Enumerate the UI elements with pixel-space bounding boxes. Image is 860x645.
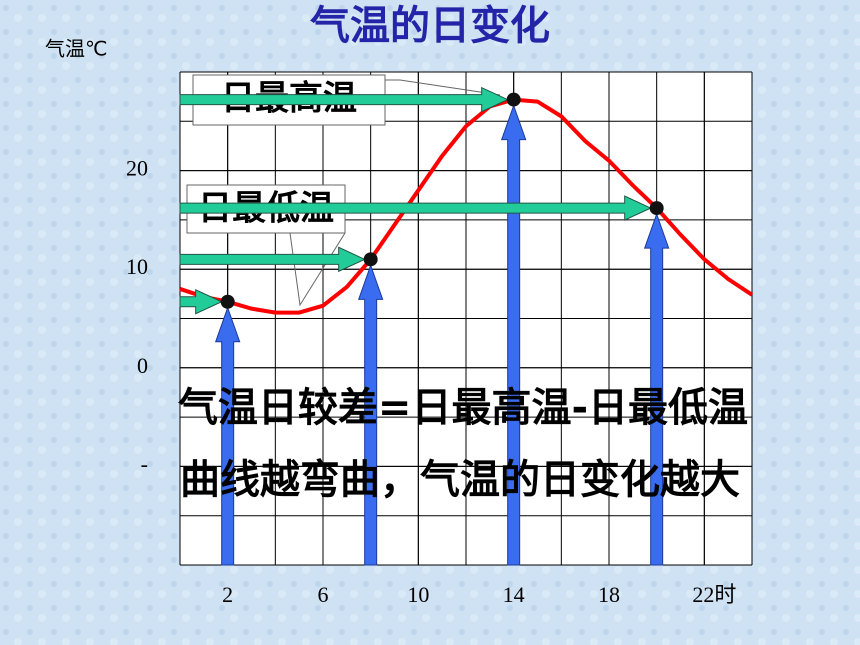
point: [363, 252, 378, 267]
chart-title: 气温的日变化: [310, 3, 550, 49]
arrow-horizontal: [179, 288, 223, 315]
y-tick-label: 20: [126, 156, 148, 181]
arrow-vertical: [500, 104, 527, 566]
x-tick-label: 22时: [692, 582, 736, 607]
point: [506, 92, 521, 107]
x-tick-label: 6: [318, 582, 329, 607]
arrow-horizontal: [179, 195, 652, 221]
arrow-vertical: [214, 306, 241, 566]
arrow-vertical: [643, 212, 670, 566]
callout-line: [385, 79, 501, 96]
point: [220, 294, 235, 309]
x-tick-label: 18: [598, 582, 620, 607]
annotation: 气温日较差=日最高温-日最低温: [178, 385, 748, 431]
y-tick-label: 0: [137, 353, 148, 378]
x-tick-label: 14: [503, 582, 525, 607]
x-tick-label: 10: [407, 582, 429, 607]
y-tick-label: 10: [126, 254, 148, 279]
x-tick-label: 2: [222, 582, 233, 607]
arrows: [179, 86, 670, 566]
arrow-horizontal: [179, 246, 366, 273]
arrow-vertical: [357, 263, 384, 566]
point: [649, 201, 664, 216]
y-tick-label: -: [141, 451, 148, 476]
annotation: 曲线越弯曲，气温的日变化越大: [180, 457, 740, 503]
arrow-horizontal: [179, 86, 509, 113]
y-axis-label: 气温℃: [45, 37, 107, 61]
